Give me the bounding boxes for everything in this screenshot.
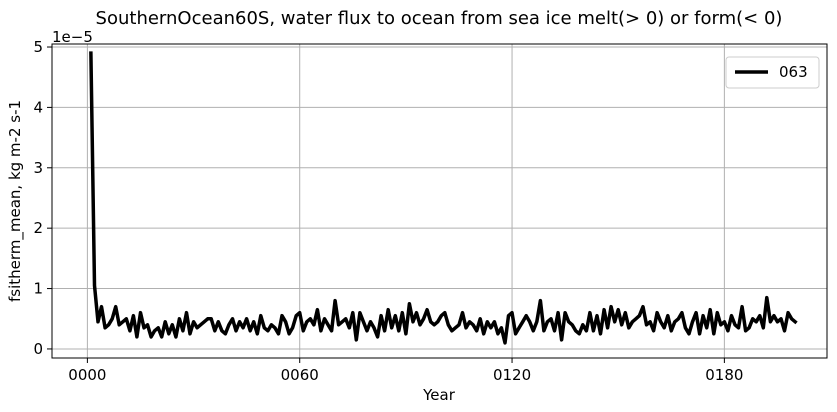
series-line-063 <box>89 51 798 345</box>
y-offset-text: 1e−5 <box>52 28 93 46</box>
legend: 063 <box>725 56 820 89</box>
chart-title: SouthernOcean60S, water flux to ocean fr… <box>96 8 783 29</box>
legend-label-063: 063 <box>779 63 808 81</box>
x-tick-label: 0060 <box>281 366 319 384</box>
plot-area-background <box>52 44 827 358</box>
y-tick-label: 4 <box>33 98 43 116</box>
y-grid-lines <box>52 46 827 350</box>
series-layer <box>89 51 798 345</box>
plot-frame <box>51 43 828 359</box>
x-tick-label: 0120 <box>493 366 531 384</box>
x-axis-label: Year <box>422 386 456 404</box>
x-axis-ticks: 0000 0060 0120 0180 <box>68 358 743 384</box>
x-tick-label: 0000 <box>68 366 106 384</box>
y-tick-label: 0 <box>33 340 43 358</box>
y-axis-label: fsitherm_mean, kg m-2 s-1 <box>6 100 25 302</box>
y-tick-label: 1 <box>33 280 43 298</box>
y-tick-label: 5 <box>33 38 43 56</box>
legend-box <box>725 56 820 89</box>
y-axis-ticks: 0 1 2 3 4 5 <box>33 38 52 358</box>
y-tick-label: 2 <box>33 219 43 237</box>
x-tick-label: 0180 <box>705 366 743 384</box>
x-grid-lines <box>86 44 725 358</box>
y-tick-label: 3 <box>33 159 43 177</box>
